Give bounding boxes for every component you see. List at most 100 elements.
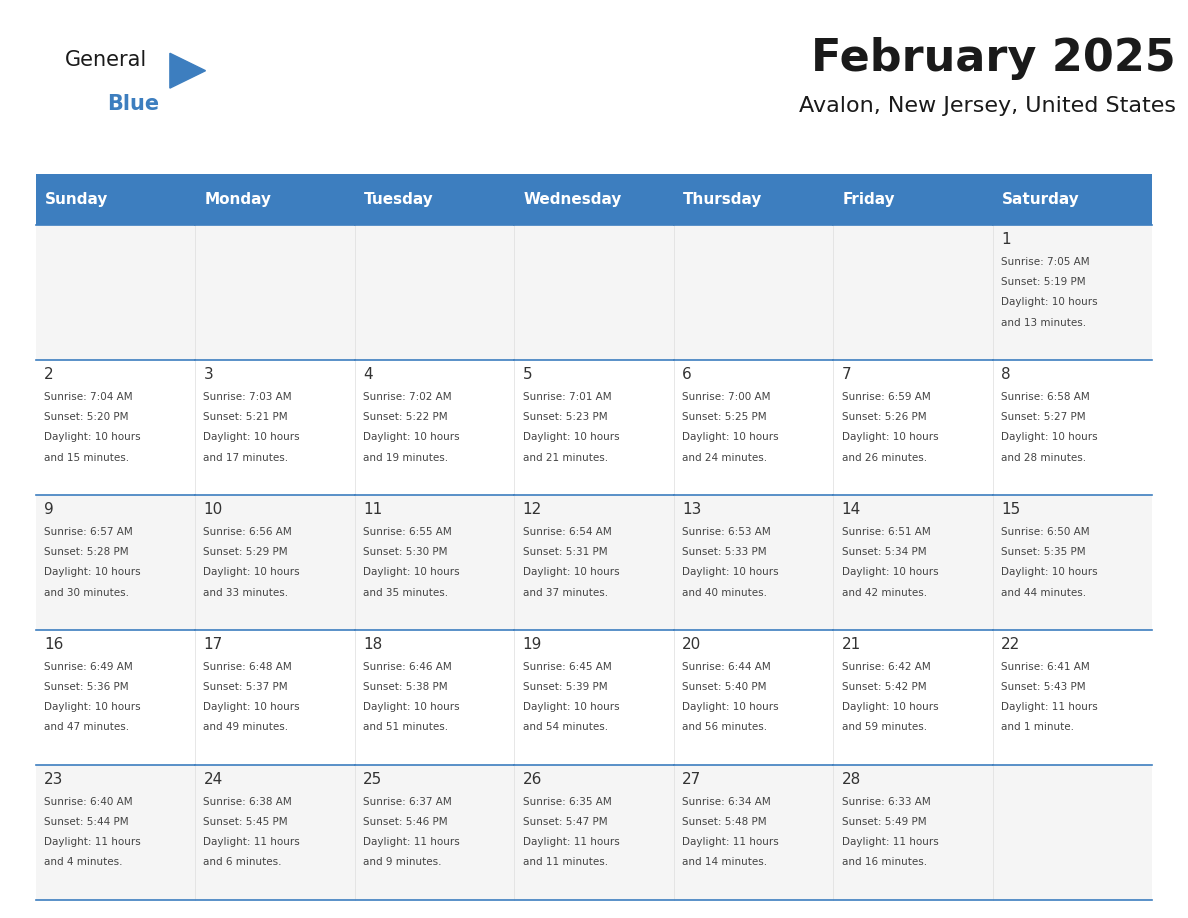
Text: Daylight: 10 hours: Daylight: 10 hours	[364, 567, 460, 577]
Text: and 51 minutes.: and 51 minutes.	[364, 722, 448, 733]
Bar	[195, 765, 355, 900]
Text: Sunset: 5:19 PM: Sunset: 5:19 PM	[1001, 277, 1086, 287]
Text: Sunrise: 6:44 AM: Sunrise: 6:44 AM	[682, 662, 771, 672]
Bar	[833, 630, 993, 765]
Text: Sunset: 5:40 PM: Sunset: 5:40 PM	[682, 682, 766, 692]
Text: Daylight: 10 hours: Daylight: 10 hours	[523, 432, 619, 442]
Text: 21: 21	[841, 637, 861, 652]
Text: Sunrise: 6:35 AM: Sunrise: 6:35 AM	[523, 797, 612, 807]
Text: Daylight: 11 hours: Daylight: 11 hours	[44, 837, 140, 847]
Text: Friday: Friday	[842, 192, 896, 207]
Text: Daylight: 10 hours: Daylight: 10 hours	[523, 702, 619, 712]
Text: Sunrise: 6:45 AM: Sunrise: 6:45 AM	[523, 662, 612, 672]
Bar	[993, 174, 1152, 225]
Bar	[36, 495, 195, 630]
Text: 25: 25	[364, 772, 383, 787]
Text: 27: 27	[682, 772, 701, 787]
Text: Sunset: 5:33 PM: Sunset: 5:33 PM	[682, 547, 766, 557]
Text: Sunrise: 6:46 AM: Sunrise: 6:46 AM	[364, 662, 451, 672]
Text: and 30 minutes.: and 30 minutes.	[44, 588, 129, 598]
Text: 9: 9	[44, 502, 53, 517]
Text: 12: 12	[523, 502, 542, 517]
Text: Sunset: 5:45 PM: Sunset: 5:45 PM	[203, 817, 289, 827]
Text: Sunset: 5:39 PM: Sunset: 5:39 PM	[523, 682, 607, 692]
Text: Sunset: 5:20 PM: Sunset: 5:20 PM	[44, 412, 128, 422]
Text: and 24 minutes.: and 24 minutes.	[682, 453, 767, 463]
Text: Wednesday: Wednesday	[524, 192, 623, 207]
Text: and 19 minutes.: and 19 minutes.	[364, 453, 448, 463]
Text: Daylight: 10 hours: Daylight: 10 hours	[364, 432, 460, 442]
Text: Sunrise: 6:56 AM: Sunrise: 6:56 AM	[203, 527, 292, 537]
Text: Sunrise: 7:03 AM: Sunrise: 7:03 AM	[203, 392, 292, 402]
Text: Daylight: 10 hours: Daylight: 10 hours	[682, 702, 778, 712]
Text: Daylight: 10 hours: Daylight: 10 hours	[682, 432, 778, 442]
Text: and 33 minutes.: and 33 minutes.	[203, 588, 289, 598]
Text: Daylight: 10 hours: Daylight: 10 hours	[44, 567, 140, 577]
Text: and 6 minutes.: and 6 minutes.	[203, 857, 282, 868]
Text: Sunrise: 6:59 AM: Sunrise: 6:59 AM	[841, 392, 930, 402]
Text: and 21 minutes.: and 21 minutes.	[523, 453, 608, 463]
Text: and 1 minute.: and 1 minute.	[1001, 722, 1074, 733]
Text: Sunset: 5:27 PM: Sunset: 5:27 PM	[1001, 412, 1086, 422]
Bar	[514, 495, 674, 630]
Text: Sunrise: 6:40 AM: Sunrise: 6:40 AM	[44, 797, 133, 807]
Bar	[355, 495, 514, 630]
Text: 13: 13	[682, 502, 701, 517]
Bar	[355, 225, 514, 360]
Bar	[195, 174, 355, 225]
Bar	[36, 630, 195, 765]
Text: Sunset: 5:29 PM: Sunset: 5:29 PM	[203, 547, 289, 557]
Text: 17: 17	[203, 637, 222, 652]
Text: and 13 minutes.: and 13 minutes.	[1001, 318, 1086, 328]
Text: Daylight: 10 hours: Daylight: 10 hours	[364, 702, 460, 712]
Text: and 42 minutes.: and 42 minutes.	[841, 588, 927, 598]
Text: Monday: Monday	[204, 192, 272, 207]
Text: 5: 5	[523, 367, 532, 382]
Text: and 37 minutes.: and 37 minutes.	[523, 588, 608, 598]
Text: Daylight: 10 hours: Daylight: 10 hours	[203, 432, 301, 442]
Text: Sunrise: 6:49 AM: Sunrise: 6:49 AM	[44, 662, 133, 672]
Text: Sunset: 5:35 PM: Sunset: 5:35 PM	[1001, 547, 1086, 557]
Bar	[514, 360, 674, 495]
Text: Avalon, New Jersey, United States: Avalon, New Jersey, United States	[800, 96, 1176, 117]
Text: 10: 10	[203, 502, 222, 517]
Text: Sunrise: 6:48 AM: Sunrise: 6:48 AM	[203, 662, 292, 672]
Bar	[674, 630, 833, 765]
Bar	[993, 225, 1152, 360]
Text: Sunset: 5:28 PM: Sunset: 5:28 PM	[44, 547, 128, 557]
Text: Blue: Blue	[107, 94, 159, 114]
Bar	[355, 360, 514, 495]
Text: Daylight: 10 hours: Daylight: 10 hours	[841, 702, 939, 712]
Text: 23: 23	[44, 772, 63, 787]
Text: Thursday: Thursday	[683, 192, 763, 207]
Text: Sunset: 5:46 PM: Sunset: 5:46 PM	[364, 817, 448, 827]
Text: Daylight: 10 hours: Daylight: 10 hours	[203, 702, 301, 712]
Text: Daylight: 10 hours: Daylight: 10 hours	[1001, 297, 1098, 308]
Bar	[674, 765, 833, 900]
Bar	[674, 225, 833, 360]
Text: Daylight: 11 hours: Daylight: 11 hours	[364, 837, 460, 847]
Bar	[833, 495, 993, 630]
Text: Sunset: 5:37 PM: Sunset: 5:37 PM	[203, 682, 289, 692]
Text: Daylight: 10 hours: Daylight: 10 hours	[203, 567, 301, 577]
Text: Sunset: 5:43 PM: Sunset: 5:43 PM	[1001, 682, 1086, 692]
Bar	[195, 225, 355, 360]
Text: Daylight: 10 hours: Daylight: 10 hours	[44, 702, 140, 712]
Text: Sunset: 5:26 PM: Sunset: 5:26 PM	[841, 412, 927, 422]
Text: Sunset: 5:34 PM: Sunset: 5:34 PM	[841, 547, 927, 557]
Text: 2: 2	[44, 367, 53, 382]
Text: 14: 14	[841, 502, 861, 517]
Text: Sunset: 5:44 PM: Sunset: 5:44 PM	[44, 817, 128, 827]
Text: Sunrise: 6:54 AM: Sunrise: 6:54 AM	[523, 527, 612, 537]
Text: Sunrise: 6:42 AM: Sunrise: 6:42 AM	[841, 662, 930, 672]
Text: and 4 minutes.: and 4 minutes.	[44, 857, 122, 868]
Text: Tuesday: Tuesday	[365, 192, 434, 207]
Bar	[355, 765, 514, 900]
Text: Sunrise: 6:53 AM: Sunrise: 6:53 AM	[682, 527, 771, 537]
Bar	[36, 765, 195, 900]
Text: Sunrise: 7:00 AM: Sunrise: 7:00 AM	[682, 392, 771, 402]
Text: 26: 26	[523, 772, 542, 787]
Text: Sunrise: 6:38 AM: Sunrise: 6:38 AM	[203, 797, 292, 807]
Text: 18: 18	[364, 637, 383, 652]
Bar	[833, 360, 993, 495]
